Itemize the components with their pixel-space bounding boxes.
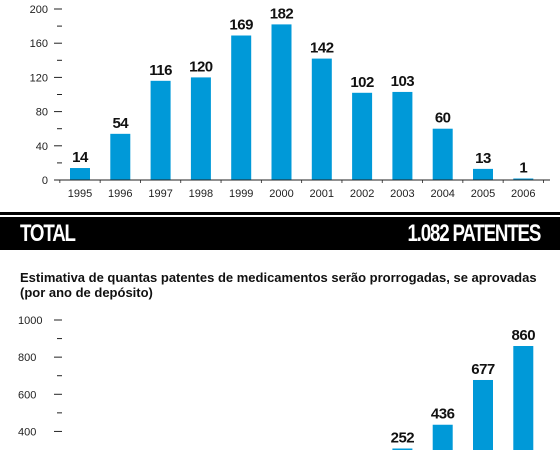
data-label: 54 (112, 115, 129, 132)
total-banner-rule (0, 215, 560, 217)
y-tick-label: 1000 (18, 315, 42, 327)
y-tick-label: 0 (42, 175, 48, 187)
x-tick-label: 2004 (430, 188, 454, 200)
x-tick-label: 2006 (511, 188, 535, 200)
x-tick-label: 1997 (148, 188, 172, 200)
data-label: 436 (431, 406, 455, 423)
bar-value-10 (473, 379, 493, 450)
x-tick-label: 2001 (310, 188, 334, 200)
y-tick-label: 400 (18, 426, 36, 438)
y-tick-label: 120 (30, 72, 48, 84)
total-banner: TOTAL 1.082 PATENTES (0, 212, 560, 250)
y-tick-label: 800 (18, 352, 36, 364)
x-tick-label: 1998 (189, 188, 213, 200)
y-tick-label: 600 (18, 389, 36, 401)
data-label: 1 (519, 160, 527, 177)
bar-chart-patents-by-year: 0408012016020014199554199611619971201998… (30, 4, 550, 200)
y-tick-label: 40 (36, 141, 48, 153)
data-label: 102 (350, 74, 374, 91)
x-tick-label: 2005 (471, 188, 495, 200)
y-tick-label: 80 (36, 107, 48, 119)
total-value: 1.082 PATENTES (407, 220, 541, 247)
x-tick-label: 2002 (350, 188, 374, 200)
total-label: TOTAL (20, 220, 76, 247)
data-label: 169 (229, 17, 253, 34)
data-label: 677 (471, 361, 495, 378)
bar-value-9 (432, 424, 453, 450)
estimate-subtitle: Estimativa de quantas patentes de medica… (20, 270, 537, 300)
bar-2006 (513, 178, 534, 180)
x-tick-label: 1999 (229, 188, 253, 200)
data-label: 14 (72, 149, 89, 166)
bar-2000 (271, 24, 292, 180)
y-tick-label: 160 (30, 38, 48, 50)
x-tick-label: 2003 (390, 188, 414, 200)
data-label: 182 (270, 5, 294, 22)
bar-1999 (231, 35, 252, 180)
bar-chart-estimate-extensions: 400 600 800 1000 252 436 677 860 (18, 315, 536, 450)
data-label: 103 (391, 73, 415, 90)
bar-1998 (190, 77, 211, 180)
x-tick-label: 2000 (269, 188, 293, 200)
bar-1997 (150, 80, 171, 180)
bar-1996 (110, 133, 131, 180)
data-label: 860 (512, 327, 536, 344)
data-label: 13 (475, 150, 491, 167)
bar-2002 (352, 92, 373, 180)
bar-2005 (473, 168, 493, 180)
x-tick-label: 1995 (68, 188, 92, 200)
bar-1995 (70, 168, 90, 180)
data-label: 142 (310, 40, 334, 57)
data-label: 252 (391, 430, 415, 447)
bar-value-8 (392, 448, 413, 450)
bar-2004 (432, 128, 453, 180)
bar-value-11 (513, 346, 534, 450)
bar-2003 (392, 91, 413, 180)
y-tick-label: 200 (30, 4, 48, 16)
x-tick-label: 1996 (108, 188, 132, 200)
data-label: 116 (149, 62, 172, 79)
data-label: 120 (189, 58, 213, 75)
data-label: 60 (435, 110, 451, 127)
bar-2001 (311, 58, 332, 181)
